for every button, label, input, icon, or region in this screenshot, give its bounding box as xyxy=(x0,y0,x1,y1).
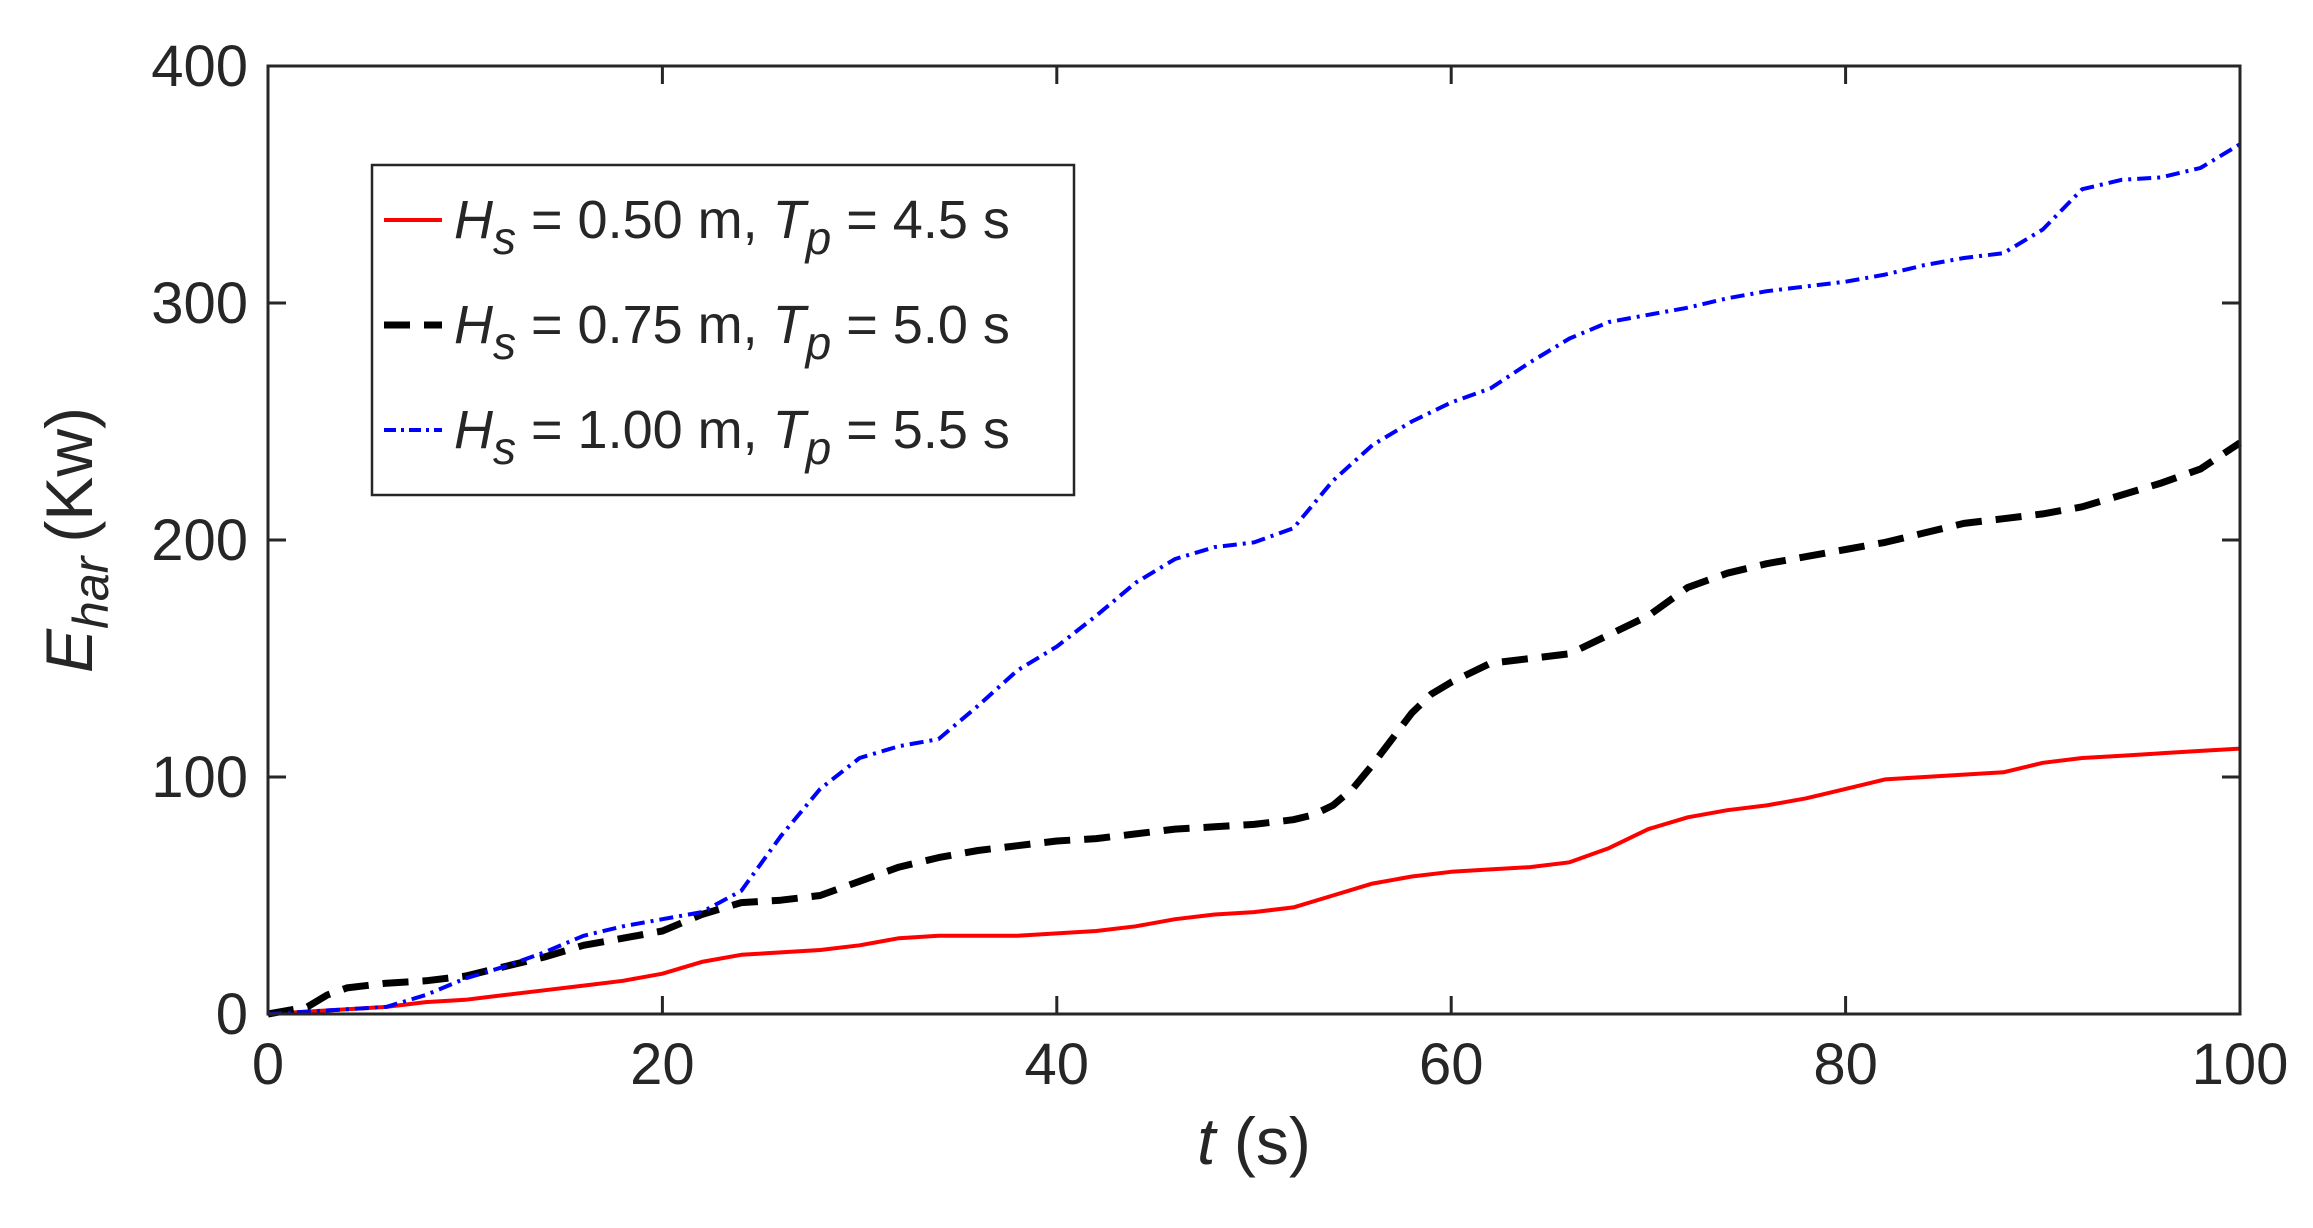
y-axis-var: E xyxy=(32,628,106,673)
axes: 0 20 40 60 80 100 0 100 200 300 400 t (s) Ehar (Kw) xyxy=(32,34,2288,1178)
legend-entry-2: Hs = 0.75 m, Tp = 5.0 s xyxy=(454,295,1010,369)
y-axis-label: Ehar (Kw) xyxy=(32,407,119,673)
series-line-1 xyxy=(267,746,2241,1016)
y-tick-label: 300 xyxy=(151,271,248,336)
series-line-2 xyxy=(267,439,2242,1018)
legend-tp-value: 5.0 xyxy=(893,295,968,355)
x-tick-label: 80 xyxy=(1813,1032,1878,1097)
x-axis-unit: (s) xyxy=(1234,1104,1311,1178)
plot-area xyxy=(267,142,2242,1018)
y-tick-label: 200 xyxy=(151,508,248,573)
x-tick-label: 20 xyxy=(630,1032,695,1097)
x-tick-label: 40 xyxy=(1025,1032,1090,1097)
legend-hs-value: 0.75 xyxy=(578,295,683,355)
legend-tp-value: 5.5 xyxy=(893,400,968,460)
x-axis-label: t (s) xyxy=(1197,1104,1311,1178)
x-tick-label: 100 xyxy=(2192,1032,2289,1097)
series-line-3 xyxy=(267,142,2242,1016)
legend-tp-value: 4.5 xyxy=(893,190,968,250)
x-axis-var: t xyxy=(1197,1104,1218,1178)
y-tick-label: 100 xyxy=(151,745,248,810)
legend: Hs = 0.50 m, Tp = 4.5 s Hs = 0.75 m, Tp =… xyxy=(370,163,1076,497)
y-tick-label: 0 xyxy=(216,982,248,1047)
y-tick-label: 400 xyxy=(151,34,248,99)
legend-entry-3: Hs = 1.00 m, Tp = 5.5 s xyxy=(454,400,1010,474)
legend-box xyxy=(370,163,1076,497)
x-tick-label: 0 xyxy=(252,1032,284,1097)
y-axis-unit: (Kw) xyxy=(32,407,106,543)
legend-hs-value: 1.00 xyxy=(578,400,683,460)
legend-hs-value: 0.50 xyxy=(578,190,683,250)
y-axis-subscript: har xyxy=(63,554,119,629)
x-tick-label: 60 xyxy=(1419,1032,1484,1097)
legend-entry-1: Hs = 0.50 m, Tp = 4.5 s xyxy=(454,190,1010,264)
